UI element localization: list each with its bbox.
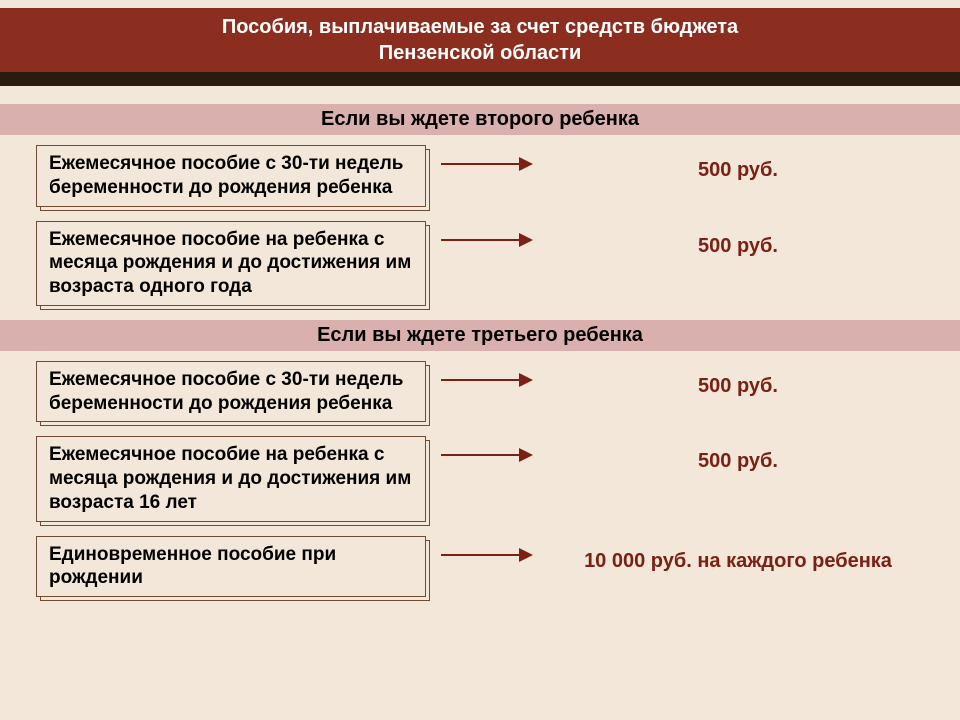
benefit-box-wrap: Ежемесячное пособие на ребенка с месяца … [36,221,426,306]
benefit-row: Ежемесячное пособие с 30-ти недель берем… [0,361,960,423]
benefit-amount: 500 руб. [546,361,960,398]
page: Пособия, выплачиваемые за счет средств б… [0,0,960,720]
top-strip [0,0,960,8]
arrow-cell [426,361,546,381]
benefit-box-wrap: Единовременное пособие при рождении [36,536,426,598]
arrow-icon [441,163,531,165]
arrow-cell [426,145,546,165]
benefit-label: Единовременное пособие при рождении [36,536,426,598]
benefit-amount: 500 руб. [546,221,960,258]
arrow-cell [426,221,546,241]
arrow-cell [426,536,546,556]
benefit-row: Ежемесячное пособие на ребенка с месяца … [0,436,960,521]
title-line1: Пособия, выплачиваемые за счет средств б… [222,16,738,38]
arrow-icon [441,239,531,241]
benefit-box-wrap: Ежемесячное пособие с 30-ти недель берем… [36,145,426,207]
benefit-row: Единовременное пособие при рождении 10 00… [0,536,960,598]
arrow-icon [441,379,531,381]
dark-band [0,72,960,86]
benefit-box-wrap: Ежемесячное пособие с 30-ти недель берем… [36,361,426,423]
section1-rows: Ежемесячное пособие с 30-ти недель берем… [0,135,960,306]
spacer [0,86,960,104]
benefit-label: Ежемесячное пособие с 30-ти недель берем… [36,145,426,207]
arrow-cell [426,436,546,456]
benefit-amount: 500 руб. [546,145,960,182]
benefit-amount: 500 руб. [546,436,960,473]
benefit-label: Ежемесячное пособие на ребенка с месяца … [36,221,426,306]
page-title: Пособия, выплачиваемые за счет средств б… [0,8,960,72]
arrow-icon [441,554,531,556]
section-heading-second-child: Если вы ждете второго ребенка [0,104,960,135]
section2-rows: Ежемесячное пособие с 30-ти недель берем… [0,351,960,597]
benefit-row: Ежемесячное пособие с 30-ти недель берем… [0,145,960,207]
title-line2: Пензенской области [379,42,582,64]
benefit-label: Ежемесячное пособие с 30-ти недель берем… [36,361,426,423]
benefit-amount: 10 000 руб. на каждого ребенка [546,536,960,573]
benefit-box-wrap: Ежемесячное пособие на ребенка с месяца … [36,436,426,521]
section-heading-third-child: Если вы ждете третьего ребенка [0,320,960,351]
benefit-row: Ежемесячное пособие на ребенка с месяца … [0,221,960,306]
arrow-icon [441,454,531,456]
benefit-label: Ежемесячное пособие на ребенка с месяца … [36,436,426,521]
